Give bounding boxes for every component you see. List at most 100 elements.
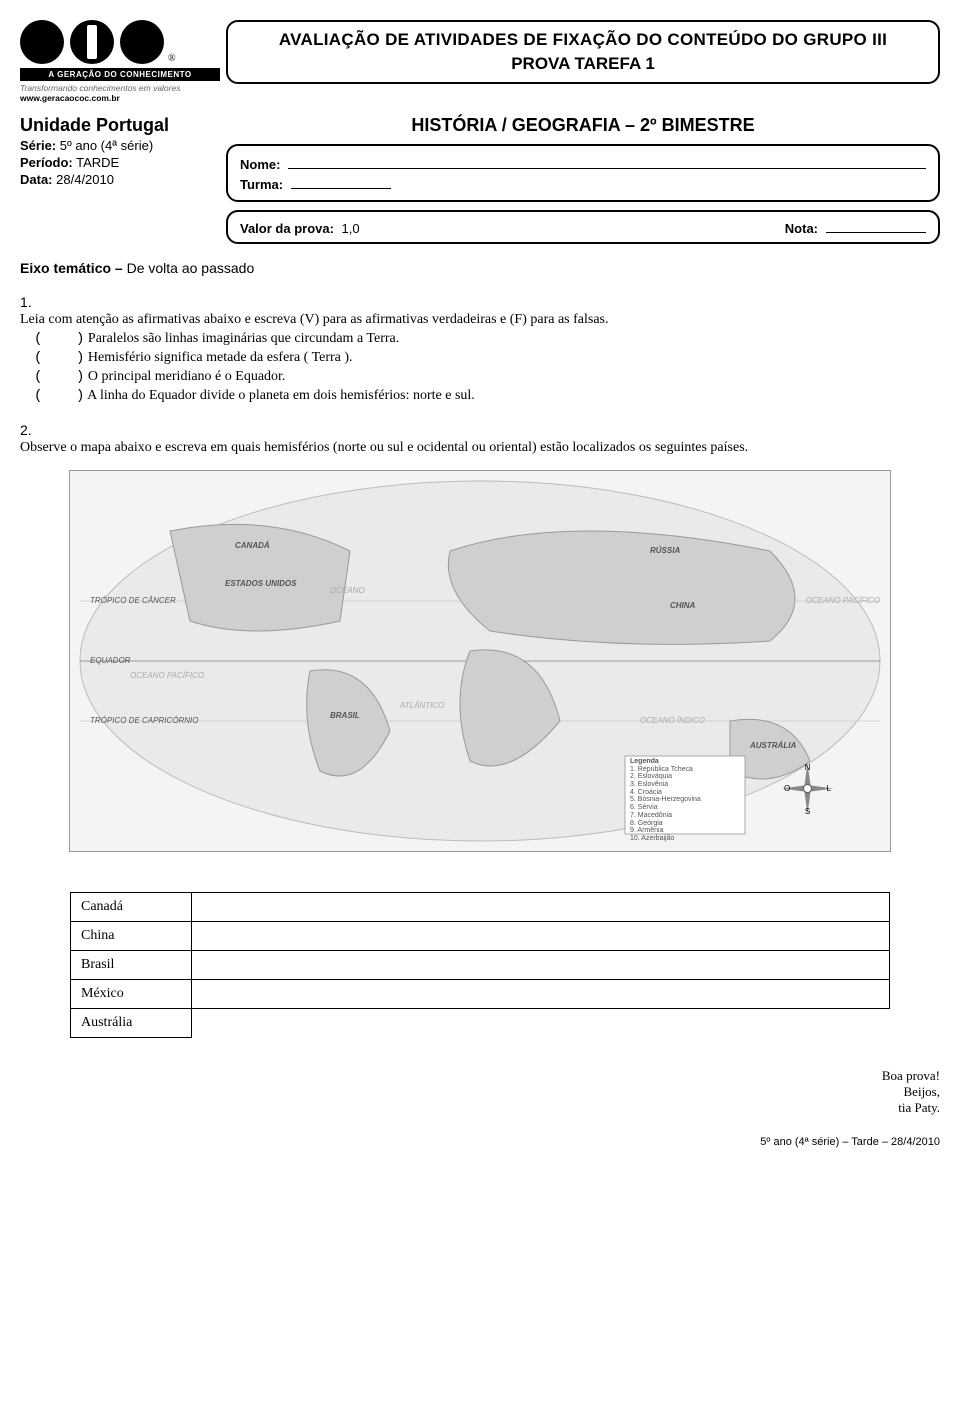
turma-label: Turma:	[240, 177, 283, 192]
q2-prompt: Observe o mapa abaixo e escreva em quais…	[20, 440, 940, 456]
footer-line2: Beijos,	[20, 1084, 940, 1100]
periodo-value: TARDE	[76, 155, 119, 170]
row-label-3: México	[71, 980, 192, 1009]
compass-o: O	[784, 784, 790, 793]
table-row: Austrália	[71, 1009, 890, 1038]
row-label-4: Austrália	[71, 1009, 192, 1038]
logo-coc: ®	[20, 20, 220, 64]
logo-url: www.geracaococ.com.br	[20, 93, 220, 103]
logo-c2-icon	[120, 20, 164, 64]
legend-item-0: 1. República Tcheca	[630, 766, 740, 774]
valor-label: Valor da prova:	[240, 221, 334, 236]
logo-c1-icon	[20, 20, 64, 64]
map-indian-label: OCEANO ÍNDICO	[640, 716, 705, 725]
table-row: Brasil	[71, 951, 890, 980]
table-row: Canadá	[71, 893, 890, 922]
footer-line3: tia Paty.	[20, 1100, 940, 1116]
q1-blank-0[interactable]: ( )	[34, 331, 84, 347]
q1-blank-2[interactable]: ( )	[34, 369, 84, 385]
legend-item-9: 10. Azerbaijão	[630, 835, 740, 843]
q1-blank-1[interactable]: ( )	[34, 350, 84, 366]
map-tropic-cancer-label: TRÓPICO DE CÂNCER	[90, 596, 176, 605]
row-answer-1[interactable]	[192, 922, 890, 951]
map-legend: Legenda 1. República Tcheca 2. Eslováqui…	[630, 758, 740, 843]
q1-item-1: Hemisfério significa metade da esfera ( …	[88, 350, 353, 365]
nome-field[interactable]	[288, 154, 926, 169]
map-pacific-w-label: OCEANO PACÍFICO	[130, 671, 204, 680]
map-eua-label: ESTADOS UNIDOS	[225, 579, 296, 588]
map-brasil-label: BRASIL	[330, 711, 360, 720]
logo-registered-icon: ®	[168, 53, 176, 64]
logo-band: A GERAÇÃO DO CONHECIMENTO	[20, 68, 220, 81]
header-line2: PROVA TAREFA 1	[242, 54, 924, 74]
logo-block: ® A GERAÇÃO DO CONHECIMENTO Transformand…	[20, 20, 220, 103]
answer-table: Canadá China Brasil México Austrália	[70, 892, 890, 1038]
q1-prompt: Leia com atenção as afirmativas abaixo e…	[20, 312, 940, 328]
map-tropic-capric-label: TRÓPICO DE CAPRICÓRNIO	[90, 716, 198, 725]
header-line1: AVALIAÇÃO DE ATIVIDADES DE FIXAÇÃO DO CO…	[242, 30, 924, 50]
nota-label: Nota:	[785, 221, 818, 236]
row-answer-2[interactable]	[192, 951, 890, 980]
logo-tagline: Transformando conhecimentos em valores	[20, 83, 220, 93]
turma-field[interactable]	[291, 174, 391, 189]
subject-line: HISTÓRIA / GEOGRAFIA – 2º BIMESTRE	[226, 115, 940, 136]
map-australia-label: AUSTRÁLIA	[750, 741, 796, 750]
map-russia-label: RÚSSIA	[650, 546, 680, 555]
q1-number: 1.	[20, 294, 940, 310]
legend-item-8: 9. Armênia	[630, 827, 740, 835]
eixo-value: De volta ao passado	[127, 260, 255, 276]
legend-item-2: 3. Eslovênia	[630, 781, 740, 789]
nome-label: Nome:	[240, 157, 280, 172]
logo-o-icon	[70, 20, 114, 64]
footer-signoff: Boa prova! Beijos, tia Paty.	[20, 1068, 940, 1116]
row-answer-3[interactable]	[192, 980, 890, 1009]
serie-value: 5º ano (4ª série)	[60, 138, 153, 153]
q1-item-0: Paralelos são linhas imaginárias que cir…	[88, 331, 399, 346]
compass-icon: N S O L	[780, 761, 835, 818]
periodo-label: Período:	[20, 155, 73, 170]
valor-value: 1,0	[342, 221, 360, 236]
world-map-svg	[70, 471, 890, 851]
compass-s: S	[805, 807, 810, 816]
map-canada-label: CANADÁ	[235, 541, 270, 550]
compass-l: L	[827, 784, 832, 793]
table-row: México	[71, 980, 890, 1009]
unidade-title: Unidade Portugal	[20, 115, 220, 136]
compass-n: N	[805, 763, 811, 772]
footer-meta: 5º ano (4ª série) – Tarde – 28/4/2010	[20, 1136, 940, 1148]
row-answer-0[interactable]	[192, 893, 890, 922]
legend-item-4: 5. Bósnia-Herzegovina	[630, 796, 740, 804]
eixo-label: Eixo temático –	[20, 260, 123, 276]
valor-nota-box: Valor da prova: 1,0 Nota:	[226, 210, 940, 244]
header-box: AVALIAÇÃO DE ATIVIDADES DE FIXAÇÃO DO CO…	[226, 20, 940, 84]
legend-item-5: 6. Sérvia	[630, 804, 740, 812]
map-china-label: CHINA	[670, 601, 695, 610]
data-label: Data:	[20, 172, 53, 187]
row-label-2: Brasil	[71, 951, 192, 980]
q1-item-2: O principal meridiano é o Equador.	[88, 369, 286, 384]
nota-field[interactable]	[826, 218, 926, 233]
q1-items: ( ) Paralelos são linhas imaginárias que…	[20, 331, 940, 404]
data-value: 28/4/2010	[56, 172, 114, 187]
legend-item-6: 7. Macedônia	[630, 812, 740, 820]
serie-label: Série:	[20, 138, 56, 153]
map-pacific-e-label: OCEANO PACÍFICO	[806, 596, 880, 605]
legend-item-1: 2. Eslováquia	[630, 773, 740, 781]
q2-number: 2.	[20, 422, 940, 438]
footer-line1: Boa prova!	[20, 1068, 940, 1084]
name-turma-box: Nome: Turma:	[226, 144, 940, 202]
legend-title: Legenda	[630, 758, 740, 766]
q1-item-3: A linha do Equador divide o planeta em d…	[87, 388, 475, 403]
legend-item-3: 4. Croácia	[630, 789, 740, 797]
row-label-1: China	[71, 922, 192, 951]
world-map: EQUADOR TRÓPICO DE CÂNCER TRÓPICO DE CAP…	[69, 470, 891, 852]
legend-item-7: 8. Geórgia	[630, 820, 740, 828]
left-info: Unidade Portugal Série: 5º ano (4ª série…	[20, 115, 220, 187]
map-oceano-label: OCEANO	[330, 586, 365, 595]
map-atlantic-label: ATLÂNTICO	[400, 701, 444, 710]
table-row: China	[71, 922, 890, 951]
row-label-0: Canadá	[71, 893, 192, 922]
map-equador-label: EQUADOR	[90, 656, 130, 665]
eixo-tematico: Eixo temático – De volta ao passado	[20, 260, 940, 276]
q1-blank-3[interactable]: ( )	[34, 388, 84, 404]
